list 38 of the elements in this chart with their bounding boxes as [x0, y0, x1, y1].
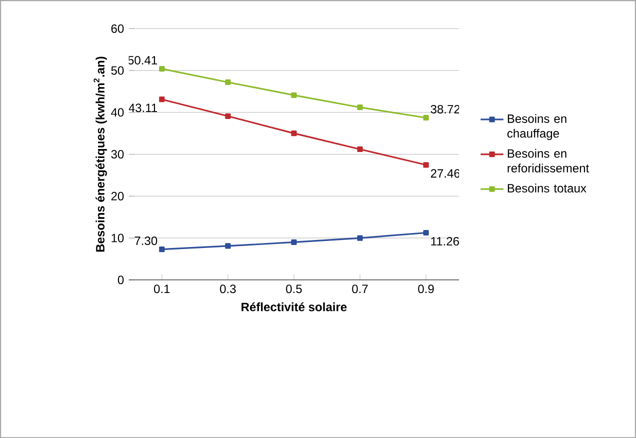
- data-label: 38.72: [430, 104, 460, 114]
- y-tick-label: 30: [111, 150, 124, 158]
- point: [159, 66, 165, 72]
- x-tick-label: 0.3: [220, 284, 236, 294]
- point: [291, 239, 297, 245]
- x-axis-title: Réflectivité solaire: [242, 302, 347, 312]
- point: [159, 246, 165, 252]
- legend-label: Besoins en chauffage: [507, 114, 566, 140]
- data-label: 7.30: [134, 236, 158, 245]
- x-tick-label: 0.9: [418, 284, 434, 294]
- point: [225, 243, 231, 249]
- y-tick-label: 40: [111, 108, 124, 117]
- y-tick-label: 10: [112, 234, 124, 242]
- data-label: 27.46: [430, 169, 460, 178]
- point: [291, 130, 297, 136]
- point: [225, 113, 231, 119]
- point: [423, 230, 429, 236]
- y-tick-label: 20: [111, 192, 124, 200]
- data-label: 50.41: [128, 56, 158, 64]
- point: [423, 114, 429, 120]
- y-tick-label: 0: [118, 276, 124, 284]
- point: [225, 79, 231, 85]
- data-label: 43.11: [128, 104, 158, 112]
- point: [357, 235, 363, 241]
- y-tick-label: 60: [111, 24, 124, 33]
- point: [357, 104, 363, 110]
- legend-label: Besoins en reforidissement: [508, 148, 590, 172]
- y-tick-label: 50: [111, 66, 124, 75]
- point: [291, 92, 297, 98]
- x-tick-label: 0.7: [352, 284, 368, 294]
- x-tick-label: 0.1: [154, 284, 170, 294]
- y-axis-title: Besoins énergétiques (kwh/m$^{2}$.an): [94, 56, 107, 252]
- point: [159, 96, 165, 102]
- legend-label: Besoins totaux: [508, 184, 586, 192]
- point: [423, 162, 429, 168]
- x-tick-label: 0.5: [286, 284, 302, 294]
- point: [357, 146, 363, 152]
- data-label: 11.26: [431, 236, 459, 246]
